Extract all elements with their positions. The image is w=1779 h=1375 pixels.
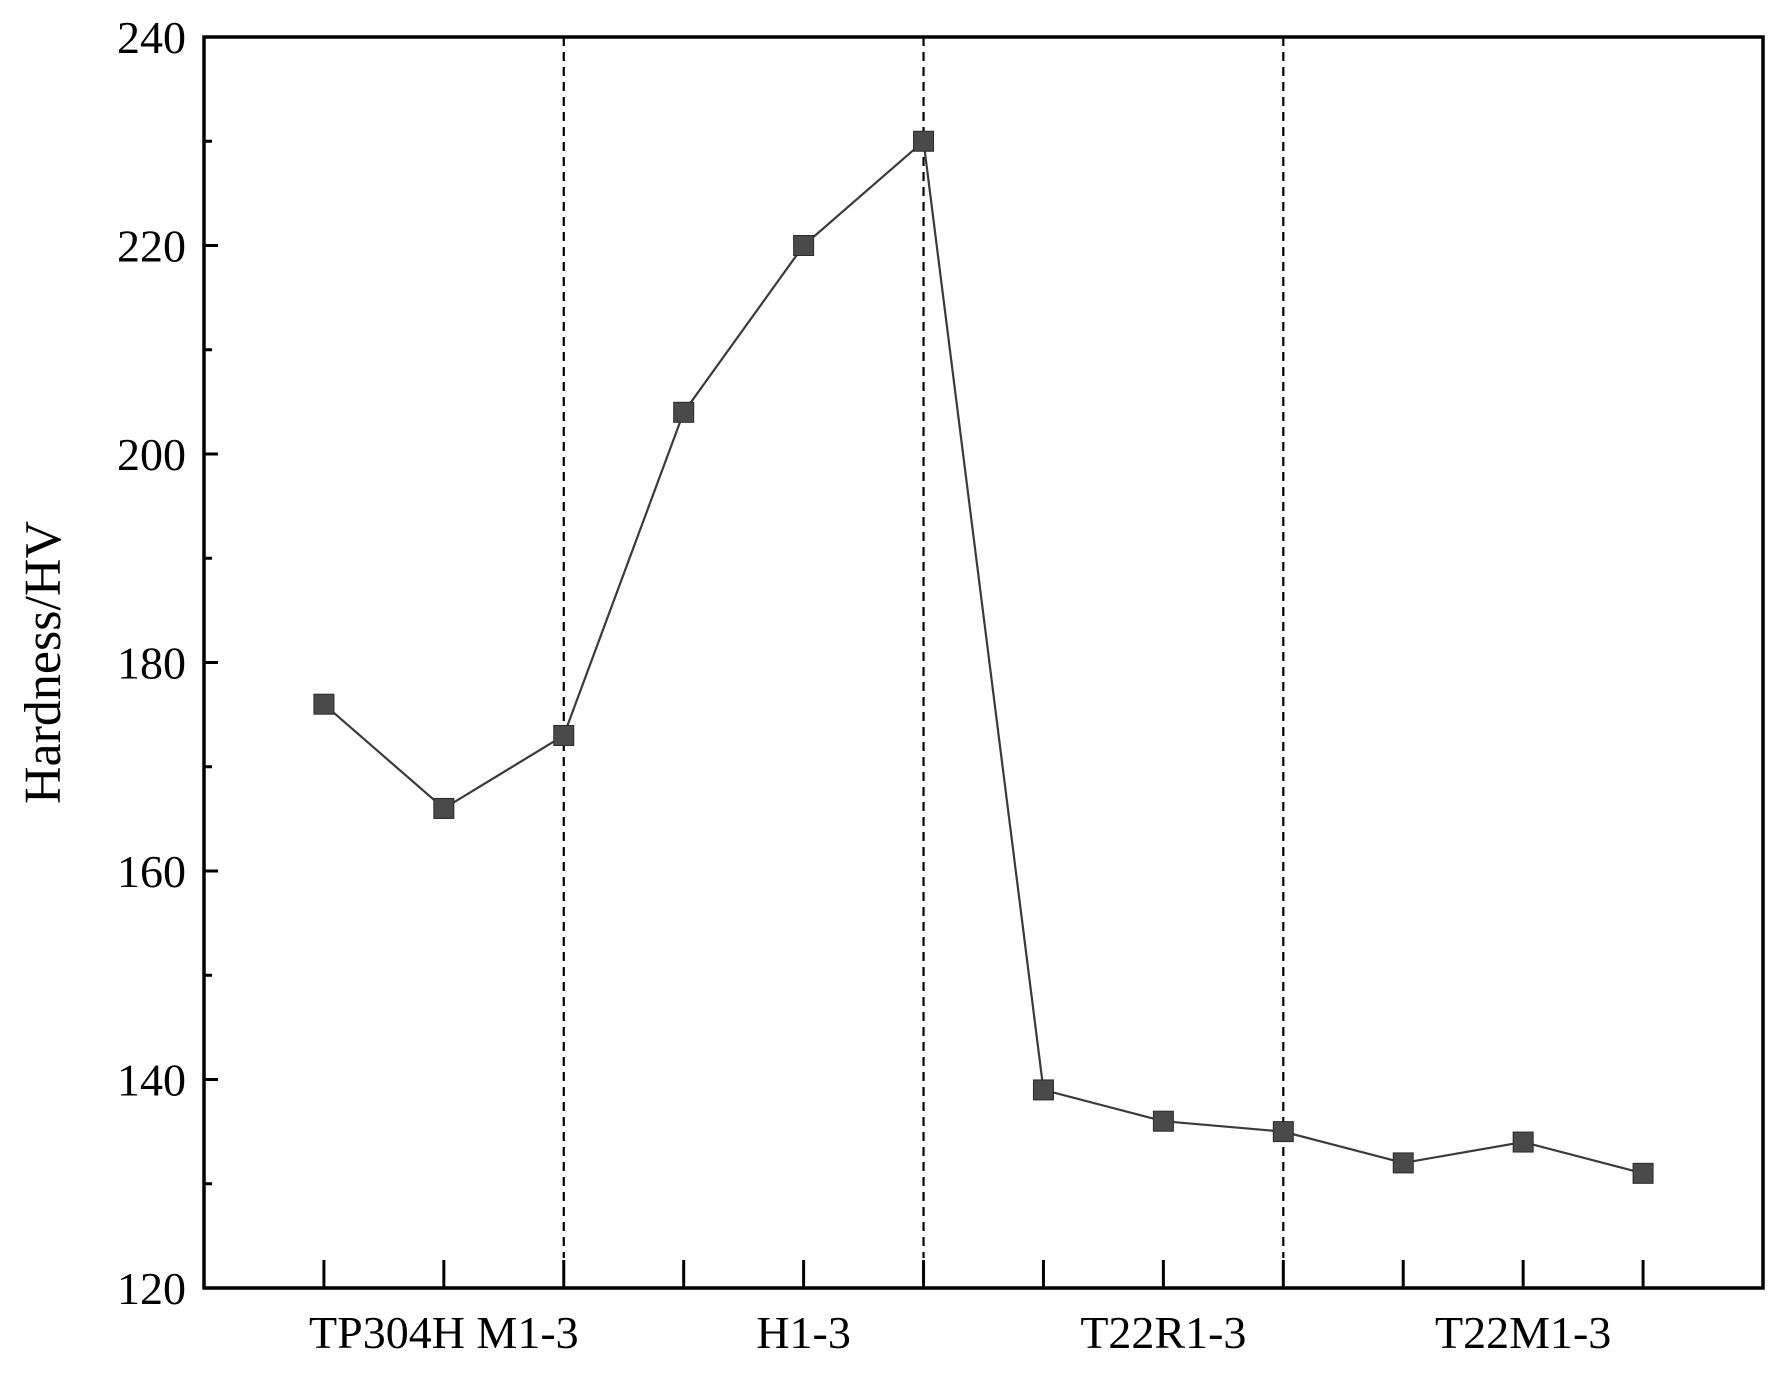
x-group-label: TP304H M1-3: [309, 1307, 579, 1358]
x-group-label: T22R1-3: [1080, 1307, 1246, 1358]
x-axis-group-labels: TP304H M1-3 H1-3 T22R1-3 T22M1-3: [309, 1307, 1611, 1358]
y-tick-label: 120: [117, 1263, 186, 1314]
data-point: [313, 693, 335, 715]
data-point: [1392, 1152, 1414, 1174]
data-point: [1032, 1079, 1054, 1101]
x-group-label: T22M1-3: [1435, 1307, 1611, 1358]
y-tick-label: 160: [117, 846, 186, 897]
y-tick-label: 180: [117, 638, 186, 689]
data-point: [433, 797, 455, 819]
x-axis-ticks: [322, 1260, 1645, 1288]
data-point: [1632, 1162, 1654, 1184]
data-point: [913, 130, 935, 152]
y-tick-label: 240: [117, 12, 186, 63]
y-tick-label: 220: [117, 221, 186, 272]
y-tick-label: 200: [117, 429, 186, 480]
data-point: [1152, 1110, 1174, 1132]
data-point: [553, 724, 575, 746]
data-point: [793, 235, 815, 256]
data-point: [1512, 1131, 1534, 1153]
y-axis-label: Hardness/HV: [15, 521, 72, 804]
series-line: [323, 139, 1644, 1175]
data-point: [1272, 1121, 1294, 1143]
series-hardness: [313, 130, 1654, 1184]
zone-dividers: [562, 37, 1285, 1258]
x-group-label: H1-3: [756, 1307, 851, 1358]
plot-frame: [202, 35, 1765, 1290]
y-axis-ticks: 120 140 160 180 200 220 240: [117, 12, 218, 1314]
data-point: [673, 401, 695, 423]
y-tick-label: 140: [117, 1055, 186, 1106]
